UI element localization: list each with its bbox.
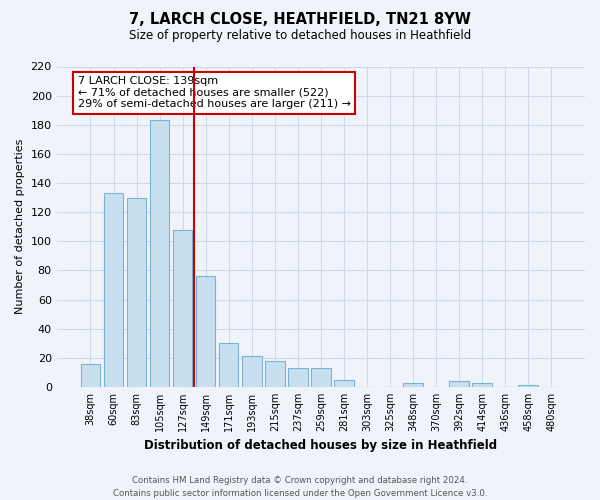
Bar xyxy=(288,368,308,387)
Text: Size of property relative to detached houses in Heathfield: Size of property relative to detached ho… xyxy=(129,29,471,42)
Bar xyxy=(472,382,492,387)
Bar xyxy=(173,230,193,387)
Bar xyxy=(334,380,353,387)
Bar xyxy=(150,120,169,387)
Bar xyxy=(242,356,262,387)
Bar xyxy=(219,343,238,387)
Bar xyxy=(265,360,284,387)
Bar xyxy=(518,386,538,387)
Bar xyxy=(311,368,331,387)
Text: Contains HM Land Registry data © Crown copyright and database right 2024.
Contai: Contains HM Land Registry data © Crown c… xyxy=(113,476,487,498)
Bar xyxy=(196,276,215,387)
X-axis label: Distribution of detached houses by size in Heathfield: Distribution of detached houses by size … xyxy=(144,440,497,452)
Bar xyxy=(127,198,146,387)
Bar xyxy=(449,381,469,387)
Bar xyxy=(403,382,423,387)
Text: 7 LARCH CLOSE: 139sqm
← 71% of detached houses are smaller (522)
29% of semi-det: 7 LARCH CLOSE: 139sqm ← 71% of detached … xyxy=(78,76,351,110)
Text: 7, LARCH CLOSE, HEATHFIELD, TN21 8YW: 7, LARCH CLOSE, HEATHFIELD, TN21 8YW xyxy=(129,12,471,28)
Bar xyxy=(104,193,123,387)
Y-axis label: Number of detached properties: Number of detached properties xyxy=(15,139,25,314)
Bar xyxy=(80,364,100,387)
